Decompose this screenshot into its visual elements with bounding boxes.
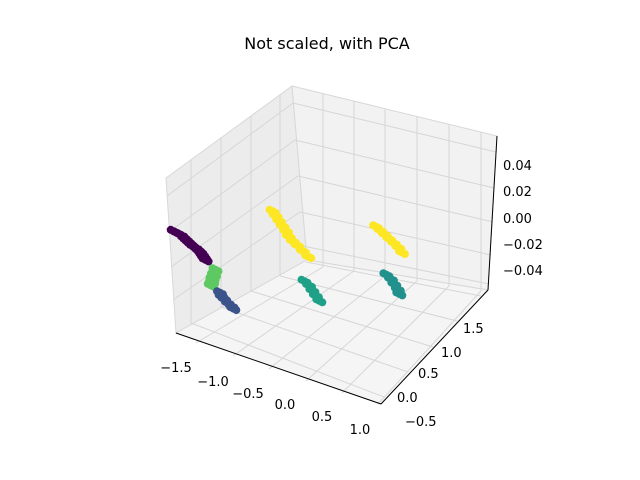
data-point: [400, 250, 409, 258]
y-tick-label: 0.5: [418, 367, 439, 382]
data-point: [204, 257, 213, 266]
data-point: [232, 306, 241, 315]
data-point: [398, 291, 407, 300]
y-tick-label: −0.5: [405, 415, 437, 430]
x-tick-label: −0.5: [232, 387, 264, 402]
y-axis-line: [380, 289, 489, 405]
tick-labels: −1.5−1.0−0.50.00.51.0−0.50.00.51.01.50.0…: [160, 159, 543, 438]
back-grid: [292, 93, 497, 291]
y-tick-label: 1.0: [441, 346, 462, 361]
z-tick-label: 0.00: [503, 212, 532, 227]
axes-3d: [165, 85, 498, 405]
data-points: [166, 205, 409, 315]
x-tick-label: 1.0: [350, 423, 371, 438]
y-tick-label: 1.5: [463, 322, 484, 337]
z-tick-label: 0.04: [503, 159, 532, 174]
x-axis-line: [175, 332, 382, 405]
data-point: [307, 254, 316, 263]
z-axis-line: [487, 135, 498, 291]
x-tick-label: 0.5: [312, 410, 333, 425]
x-tick-label: 0.0: [275, 398, 296, 413]
data-point: [318, 298, 327, 307]
z-tick-label: −0.02: [503, 238, 543, 253]
z-tick-label: 0.02: [503, 185, 532, 200]
y-tick-label: 0.0: [397, 391, 418, 406]
x-tick-label: −1.5: [160, 361, 192, 376]
z-tick-label: −0.04: [503, 264, 543, 279]
x-tick-label: −1.0: [197, 375, 229, 390]
chart-title: Not scaled, with PCA: [244, 34, 410, 53]
